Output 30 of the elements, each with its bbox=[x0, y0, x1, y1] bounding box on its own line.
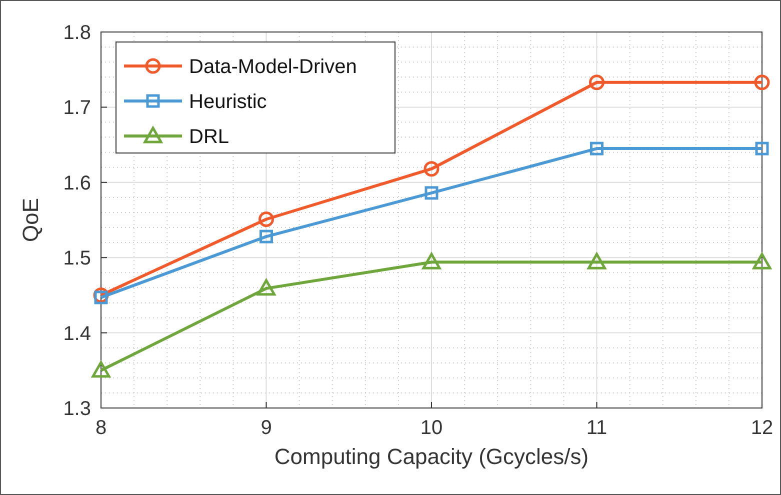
y-axis-title: QoE bbox=[18, 198, 43, 242]
point bbox=[755, 142, 769, 156]
legend-label: Data-Model-Driven bbox=[189, 56, 357, 78]
legend-label: DRL bbox=[189, 126, 230, 148]
x-tick-label: 11 bbox=[586, 417, 608, 439]
point bbox=[589, 74, 604, 90]
point bbox=[94, 290, 108, 304]
x-tick-label: 10 bbox=[420, 417, 443, 439]
legend-label: Heuristic bbox=[189, 91, 267, 113]
y-tick-label: 1.6 bbox=[63, 172, 91, 194]
point bbox=[590, 142, 604, 156]
x-axis-title: Computing Capacity (Gcycles/s) bbox=[274, 444, 589, 469]
y-tick-label: 1.8 bbox=[63, 22, 91, 44]
point bbox=[424, 186, 438, 200]
point bbox=[92, 361, 110, 378]
x-tick-label: 9 bbox=[260, 417, 272, 439]
x-tick-label: 8 bbox=[95, 417, 107, 439]
y-tick-label: 1.7 bbox=[63, 97, 91, 120]
point bbox=[588, 252, 606, 270]
y-tick-label: 1.5 bbox=[63, 248, 91, 270]
point bbox=[257, 279, 276, 296]
point bbox=[754, 74, 770, 90]
point bbox=[424, 161, 440, 177]
y-tick-label: 1.3 bbox=[63, 398, 91, 420]
point bbox=[260, 230, 273, 244]
y-tick-label: 1.4 bbox=[63, 322, 91, 345]
point bbox=[422, 252, 441, 270]
point bbox=[258, 212, 274, 227]
x-tick-label: 12 bbox=[750, 417, 774, 439]
point bbox=[752, 252, 772, 270]
